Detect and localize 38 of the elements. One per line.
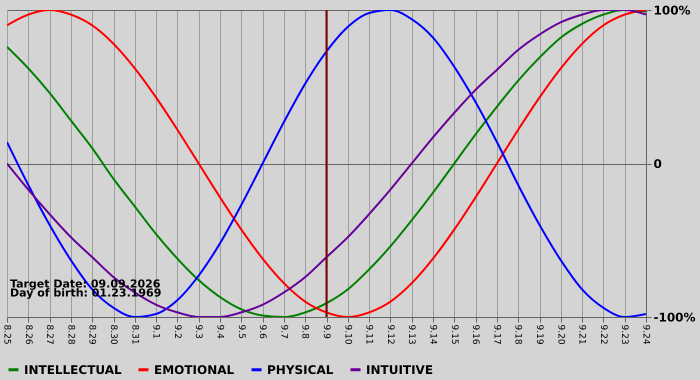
x-tick-label: 9.20 <box>555 324 566 345</box>
x-tick-label: 9.17 <box>491 324 502 345</box>
x-tick-label: 9.23 <box>619 324 630 345</box>
x-tick-label: 9.14 <box>428 324 438 345</box>
legend-label: INTELLECTUAL <box>24 362 122 377</box>
y-tick-label: -100% <box>654 310 696 324</box>
x-tick-label: 9.12 <box>384 324 395 345</box>
x-tick-label: 9.7 <box>278 324 288 339</box>
x-tick-label: 9.1 <box>150 324 161 339</box>
x-tick-label: 9.22 <box>598 324 608 345</box>
x-tick-label: 9.9 <box>321 324 331 340</box>
x-tick-label: 8.25 <box>2 324 12 345</box>
legend-label: EMOTIONAL <box>154 362 235 377</box>
x-tick-label: 9.3 <box>193 324 204 339</box>
x-tick-label: 9.24 <box>640 324 650 345</box>
x-tick-label: 9.6 <box>257 324 268 340</box>
x-tick-label: 9.16 <box>470 324 480 345</box>
x-tick-label: 9.21 <box>576 324 587 345</box>
x-tick-label: 8.27 <box>44 324 54 345</box>
x-tick-label: 9.2 <box>172 324 182 339</box>
x-tick-label: 8.30 <box>108 324 118 345</box>
x-tick-label: 8.28 <box>65 324 76 345</box>
legend-label: INTUITIVE <box>366 362 434 377</box>
x-tick-label: 8.26 <box>22 324 33 345</box>
x-tick-label: 9.10 <box>342 324 352 345</box>
x-tick-label: 9.19 <box>534 324 544 345</box>
x-tick-label: 8.29 <box>86 324 97 345</box>
y-tick-label: 0 <box>654 157 662 171</box>
y-tick-label: 100% <box>654 4 691 18</box>
x-tick-label: 9.15 <box>448 324 459 345</box>
x-tick-label: 9.4 <box>214 324 224 340</box>
x-tick-label: 8.31 <box>129 324 140 345</box>
x-tick-label: 9.13 <box>406 324 416 345</box>
x-tick-label: 9.5 <box>236 324 246 339</box>
x-tick-label: 9.18 <box>512 324 523 345</box>
legend-label: PHYSICAL <box>267 362 334 377</box>
x-tick-label: 9.11 <box>364 324 374 345</box>
x-tick-label: 9.8 <box>300 324 310 340</box>
